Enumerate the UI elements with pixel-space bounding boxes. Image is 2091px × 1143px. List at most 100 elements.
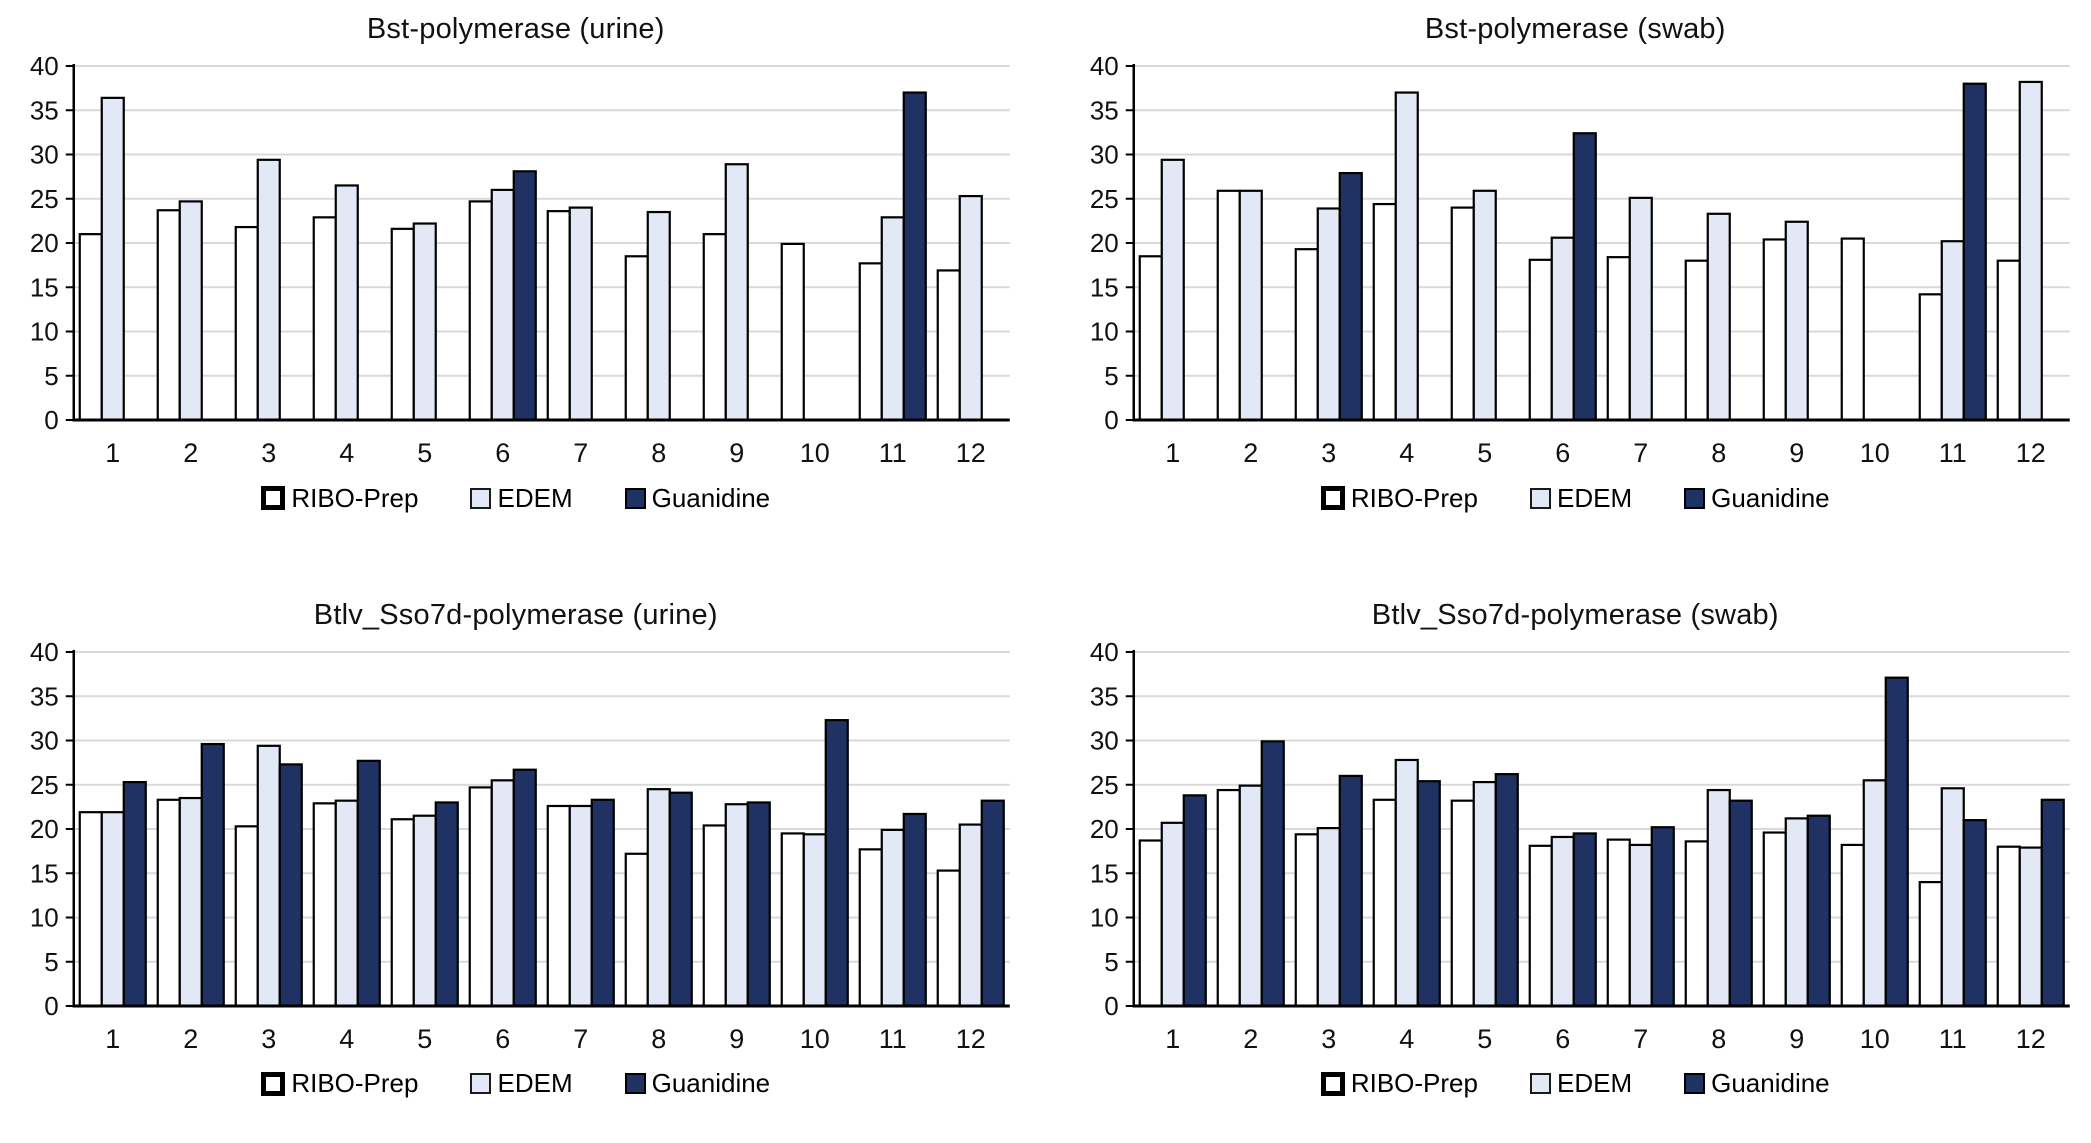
bar-ribo-prep-11 — [858, 847, 883, 1007]
x-category-label: 4 — [339, 1024, 354, 1054]
bar-guanidine-10 — [824, 718, 849, 1007]
x-category-label: 9 — [1789, 1024, 1804, 1054]
y-tick-label: 25 — [30, 769, 59, 799]
bar-edem-1 — [1160, 158, 1185, 422]
x-category-label: 9 — [1789, 438, 1804, 468]
bar-guanidine-1 — [1182, 793, 1207, 1007]
y-tick-label: 40 — [30, 638, 59, 667]
bar-edem-3 — [256, 744, 281, 1007]
y-tick-label: 35 — [30, 681, 59, 711]
bar-ribo-prep-12 — [936, 868, 961, 1007]
bar-ribo-prep-8 — [624, 852, 649, 1007]
bar-edem-4 — [334, 799, 359, 1007]
legend-swatch-ribo-prep — [1320, 1071, 1345, 1096]
bar-edem-1 — [100, 96, 125, 422]
legend-item-edem: EDEM — [470, 1068, 573, 1099]
legend-swatch-edem — [470, 1073, 492, 1094]
bar-ribo-prep-10 — [1840, 237, 1865, 422]
x-category-label: 5 — [417, 438, 432, 468]
legend-label: EDEM — [497, 482, 573, 513]
legend-item-edem: EDEM — [470, 482, 573, 514]
bar-ribo-prep-6 — [468, 785, 493, 1007]
x-category-label: 6 — [1555, 1024, 1570, 1054]
y-tick-label: 5 — [1104, 946, 1118, 976]
bar-ribo-prep-6 — [468, 200, 493, 422]
x-category-label: 8 — [1711, 1024, 1726, 1054]
bar-guanidine-9 — [746, 800, 771, 1007]
legend-item-edem: EDEM — [1529, 483, 1632, 514]
bar-ribo-prep-3 — [1294, 248, 1319, 422]
bar-edem-11 — [880, 828, 905, 1007]
bar-guanidine-8 — [1728, 799, 1753, 1007]
bar-guanidine-4 — [356, 759, 381, 1007]
y-tick-label: 25 — [1089, 769, 1118, 799]
legend-item-ribo-prep: RIBO-Prep — [261, 483, 418, 514]
bar-ribo-prep-1 — [1138, 255, 1163, 422]
chart-title: Btlv_Sso7d-polymerase (urine) — [313, 598, 718, 631]
bar-edem-11 — [1940, 786, 1965, 1007]
bar-ribo-prep-1 — [78, 810, 103, 1007]
bar-edem-4 — [334, 184, 359, 422]
legend-label: EDEM — [1556, 1068, 1633, 1098]
bar-ribo-prep-4 — [1372, 798, 1397, 1007]
legend-item-guanidine: Guanidine — [1684, 483, 1830, 514]
y-tick-label: 20 — [30, 814, 59, 844]
x-category-label: 11 — [1938, 438, 1966, 468]
bar-ribo-prep-9 — [702, 233, 727, 422]
bar-edem-9 — [1784, 816, 1809, 1007]
bar-guanidine-11 — [1962, 82, 1987, 422]
bar-edem-3 — [1316, 207, 1341, 422]
bar-ribo-prep-7 — [546, 210, 571, 422]
bar-ribo-prep-6 — [1528, 258, 1553, 422]
bar-guanidine-5 — [434, 800, 459, 1007]
chart-title: Bst-polymerase (urine) — [366, 13, 665, 45]
legend-swatch-ribo-prep — [261, 486, 286, 510]
bar-edem-5 — [1472, 189, 1497, 422]
bar-edem-12 — [2018, 845, 2043, 1007]
legend-swatch-guanidine — [624, 1073, 646, 1094]
x-category-label: 1 — [1165, 1024, 1180, 1054]
legend-item-guanidine: Guanidine — [624, 483, 770, 514]
y-tick-label: 10 — [1089, 902, 1118, 932]
x-category-label: 5 — [1477, 1024, 1492, 1054]
bar-ribo-prep-11 — [858, 262, 883, 422]
legend-swatch-guanidine — [1684, 1073, 1706, 1094]
bar-ribo-prep-3 — [234, 225, 259, 422]
bar-guanidine-3 — [278, 762, 303, 1007]
bar-edem-12 — [958, 194, 983, 422]
x-category-label: 6 — [495, 438, 510, 468]
bar-edem-1 — [1160, 821, 1185, 1007]
bar-edem-7 — [1628, 843, 1653, 1007]
x-category-label: 1 — [105, 438, 120, 468]
x-category-label: 10 — [800, 1024, 830, 1054]
x-category-label: 1 — [1165, 438, 1180, 468]
x-category-label: 2 — [183, 1024, 198, 1054]
bar-edem-4 — [1394, 91, 1419, 422]
y-tick-label: 20 — [1089, 228, 1118, 258]
legend-label: RIBO-Prep — [1350, 482, 1478, 513]
y-tick-label: 30 — [30, 140, 59, 170]
chart-bst-swab: Bst-polymerase (swab) 1 2 3 4 5 6 7 8 9 10 11 12 0 5 1… — [1074, 6, 2078, 558]
x-category-label: 9 — [729, 438, 744, 468]
y-tick-label: 0 — [44, 405, 58, 435]
bar-guanidine-10 — [1884, 676, 1909, 1007]
bar-guanidine-3 — [1338, 171, 1363, 422]
bar-ribo-prep-8 — [1684, 839, 1709, 1007]
y-tick-label: 0 — [44, 991, 58, 1021]
bar-ribo-prep-9 — [1762, 830, 1787, 1007]
bar-edem-7 — [568, 206, 593, 422]
x-category-label: 9 — [729, 1024, 744, 1054]
bar-ribo-prep-1 — [78, 233, 103, 422]
x-category-label: 4 — [1399, 1024, 1414, 1054]
legend: RIBO-Prep EDEM Guanidine — [14, 476, 1018, 520]
bar-ribo-prep-6 — [1528, 844, 1553, 1007]
bar-guanidine-2 — [1260, 739, 1285, 1007]
y-tick-label: 15 — [1089, 858, 1118, 888]
x-category-label: 8 — [651, 438, 666, 468]
bar-ribo-prep-5 — [390, 817, 415, 1007]
legend-swatch-edem — [470, 487, 492, 509]
